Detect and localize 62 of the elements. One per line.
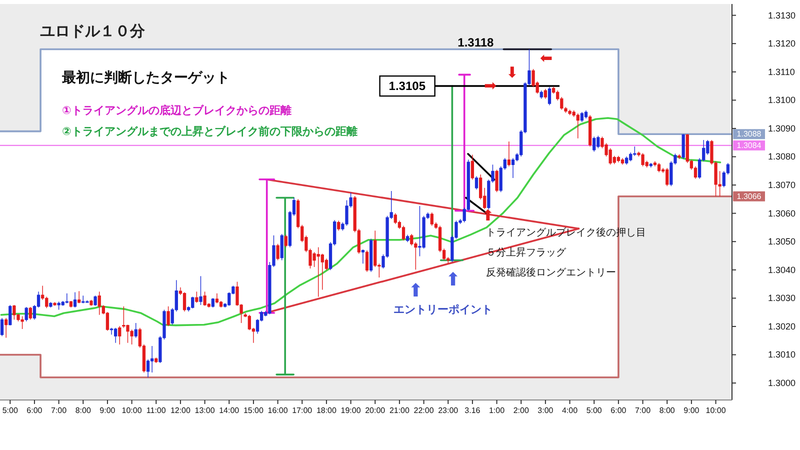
- x-tick-label: 4:00: [562, 406, 578, 415]
- annotation: ⬅: [540, 50, 553, 67]
- x-tick-label: 6:00: [26, 406, 42, 415]
- value-tag: 1.3066: [733, 191, 765, 202]
- y-tick-label: 1.3040: [768, 264, 796, 275]
- x-tick-label: 7:00: [51, 406, 67, 415]
- subtitle: 最初に判断したターゲット: [62, 69, 230, 85]
- annotation: ②トライアングルまでの上昇とブレイク前の下限からの距離: [62, 126, 358, 138]
- x-tick-label: 2:00: [513, 406, 529, 415]
- y-tick-label: 1.3030: [768, 293, 796, 304]
- ref-line-label: 1.3084: [736, 140, 762, 150]
- annotation: ⬆: [445, 269, 461, 290]
- x-tick-label: 22:00: [414, 406, 434, 415]
- x-tick-label: 7:00: [635, 406, 651, 415]
- x-tick-label: 11:00: [146, 406, 166, 415]
- x-tick-label: 6:00: [610, 406, 626, 415]
- annotation: ⬆: [408, 280, 424, 301]
- x-tick-label: 10:00: [122, 406, 142, 415]
- x-tick-label: 1:00: [489, 406, 505, 415]
- data-label: 1.3088: [736, 130, 762, 139]
- x-tick-label: 3.16: [464, 406, 480, 415]
- x-tick-label: 23:00: [438, 406, 458, 415]
- x-tick-label: 14:00: [219, 406, 240, 415]
- y-tick-label: 1.3100: [768, 95, 796, 106]
- annotation: 反発確認後ロングエントリー: [486, 268, 616, 278]
- x-tick-label: 10:00: [706, 406, 726, 415]
- x-tick-label: 3:00: [538, 406, 554, 415]
- x-tick-label: 17:00: [292, 406, 312, 415]
- y-tick-label: 1.3080: [768, 152, 796, 162]
- y-tick-label: 1.3110: [768, 66, 795, 77]
- title: ユロドル１０分: [40, 23, 145, 40]
- x-tick-label: 8:00: [659, 406, 675, 415]
- x-tick-label: 16:00: [268, 406, 288, 415]
- y-tick-label: 1.3120: [768, 38, 796, 49]
- x-tick-label: 13:00: [194, 406, 215, 415]
- x-tick-label: 8:00: [75, 406, 91, 415]
- annotation: 1.3118: [458, 35, 494, 50]
- y-tick-label: 1.3050: [768, 236, 796, 247]
- x-tick-label: 15:00: [243, 406, 264, 415]
- x-tick-label: 5:00: [2, 406, 18, 415]
- data-label: 1.3066: [736, 192, 762, 201]
- x-tick-label: 9:00: [100, 406, 116, 415]
- x-tick-label: 18:00: [316, 406, 336, 415]
- x-tick-label: 9:00: [684, 406, 700, 415]
- x-tick-label: 5:00: [586, 406, 602, 415]
- x-tick-label: 19:00: [340, 406, 361, 415]
- y-tick-label: 1.3000: [768, 378, 796, 388]
- y-tick-label: 1.3090: [768, 123, 796, 134]
- annotation: ①トライアングルの底辺とブレイクからの距離: [62, 105, 292, 117]
- annotation: エントリーポイント: [394, 304, 492, 316]
- y-tick-label: 1.3020: [768, 321, 796, 332]
- annotation: 1.3105: [388, 79, 426, 94]
- y-tick-label: 1.3130: [768, 10, 796, 20]
- annotation: ⬇: [506, 64, 518, 82]
- value-tag: 1.3088: [733, 129, 765, 140]
- y-tick-label: 1.3010: [768, 350, 796, 360]
- ref-line-tag: 1.3084: [733, 140, 765, 150]
- y-tick-label: 1.3070: [768, 180, 796, 190]
- x-tick-label: 20:00: [365, 406, 386, 415]
- x-tick-label: 12:00: [170, 406, 190, 415]
- y-tick-label: 1.3060: [768, 208, 796, 218]
- x-tick-label: 21:00: [389, 406, 410, 415]
